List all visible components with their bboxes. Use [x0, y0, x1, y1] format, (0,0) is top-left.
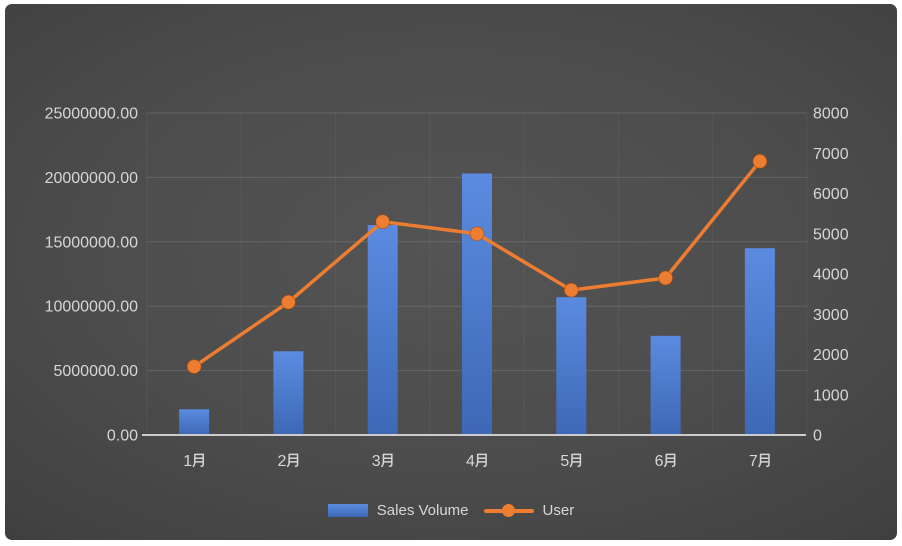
left-axis-tick-label: 25000000.00 [45, 106, 139, 123]
right-axis-tick-label: 8000 [813, 106, 849, 123]
line-marker-6月[interactable] [658, 270, 674, 286]
bar-6月[interactable] [650, 335, 681, 435]
bar-4月[interactable] [462, 173, 492, 435]
x-axis-label-yue-glyph [475, 453, 487, 468]
legend-item-sales-volume[interactable]: Sales Volume [327, 502, 469, 519]
line-marker-4月[interactable] [469, 226, 485, 242]
line-marker-1月[interactable] [186, 359, 202, 375]
right-axis-tick-label: 2000 [813, 347, 849, 364]
right-axis-tick-label: 6000 [813, 186, 849, 203]
legend-line-user [483, 504, 534, 517]
left-axis-tick-label: 20000000.00 [45, 170, 139, 187]
line-marker-2月[interactable] [280, 294, 296, 310]
x-axis-label-number: 7 [749, 453, 758, 470]
bar-1月[interactable] [179, 409, 210, 435]
bar-5月[interactable] [556, 297, 587, 435]
chart-legend: Sales Volume User [5, 502, 897, 519]
x-axis-label-number: 4 [466, 453, 475, 470]
left-axis-tick-label: 0.00 [107, 428, 138, 445]
x-axis-label-yue-glyph [758, 453, 770, 468]
x-axis-label-number: 6 [655, 453, 664, 470]
x-axis-label-yue-glyph [192, 453, 204, 468]
x-axis-label-yue-glyph [286, 453, 299, 468]
right-axis-tick-label: 1000 [813, 387, 849, 404]
x-axis-label-number: 1 [183, 453, 192, 470]
legend-item-user[interactable]: User [483, 502, 575, 519]
x-axis-label-number: 2 [277, 453, 286, 470]
right-axis-tick-label: 5000 [813, 226, 849, 243]
legend-marker-user [502, 504, 516, 517]
line-marker-5月[interactable] [563, 282, 579, 298]
x-axis-label-number: 5 [560, 453, 569, 470]
left-axis-tick-label: 10000000.00 [45, 299, 139, 316]
right-axis-tick-label: 3000 [813, 307, 849, 324]
left-axis-tick-label: 15000000.00 [45, 234, 139, 251]
bar-3月[interactable] [367, 225, 398, 435]
x-axis-label-yue-glyph [664, 453, 676, 468]
right-axis-tick-label: 4000 [813, 267, 849, 284]
bar-2月[interactable] [273, 351, 304, 435]
bar-7月[interactable] [744, 248, 775, 435]
legend-label-user: User [542, 502, 575, 519]
x-axis-label-yue-glyph [381, 453, 393, 468]
line-marker-3月[interactable] [375, 214, 391, 230]
left-axis-tick-label: 5000000.00 [53, 363, 138, 380]
right-axis-tick-label: 7000 [813, 146, 849, 163]
chart-panel: 0.00 5000000.00 10000000.00 15000000.00 2000… [5, 4, 897, 540]
chart-plot: 0.00 5000000.00 10000000.00 15000000.00 2000… [45, 106, 849, 471]
x-axis-label-number: 3 [372, 453, 381, 470]
legend-label-sales-volume: Sales Volume [376, 502, 469, 519]
legend-swatch-sales-volume [327, 504, 368, 517]
x-axis-label-yue-glyph [569, 453, 582, 468]
line-marker-7月[interactable] [752, 153, 768, 169]
right-axis-tick-label: 0 [813, 428, 822, 445]
